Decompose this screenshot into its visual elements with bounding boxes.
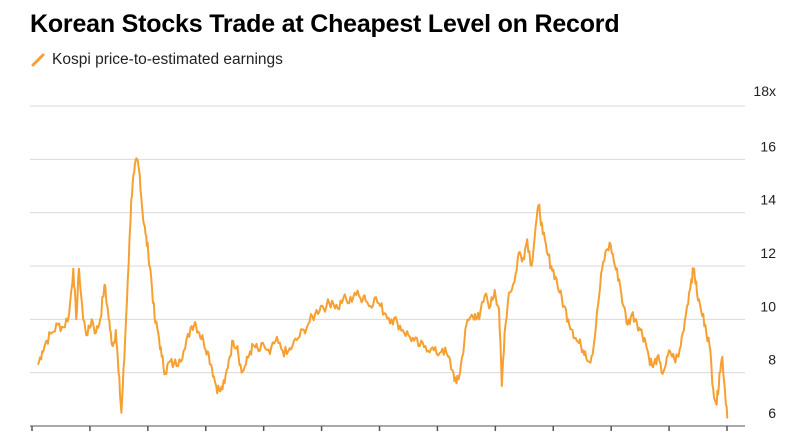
y-tick-label: 12 bbox=[760, 245, 776, 261]
series-line-0 bbox=[37, 157, 729, 419]
y-tick-label: 10 bbox=[760, 298, 776, 314]
y-tick-label: 18x bbox=[753, 83, 776, 99]
y-tick-label: 8 bbox=[768, 352, 776, 368]
legend-label: Kospi price-to-estimated earnings bbox=[52, 51, 283, 68]
legend-swatch-icon bbox=[31, 53, 45, 67]
y-tick-label: 6 bbox=[768, 405, 776, 421]
y-tick-label: 14 bbox=[760, 192, 776, 208]
y-tick-label: 16 bbox=[760, 138, 776, 154]
legend: Kospi price-to-estimated earnings bbox=[30, 51, 283, 69]
chart-title: Korean Stocks Trade at Cheapest Level on… bbox=[30, 10, 620, 38]
